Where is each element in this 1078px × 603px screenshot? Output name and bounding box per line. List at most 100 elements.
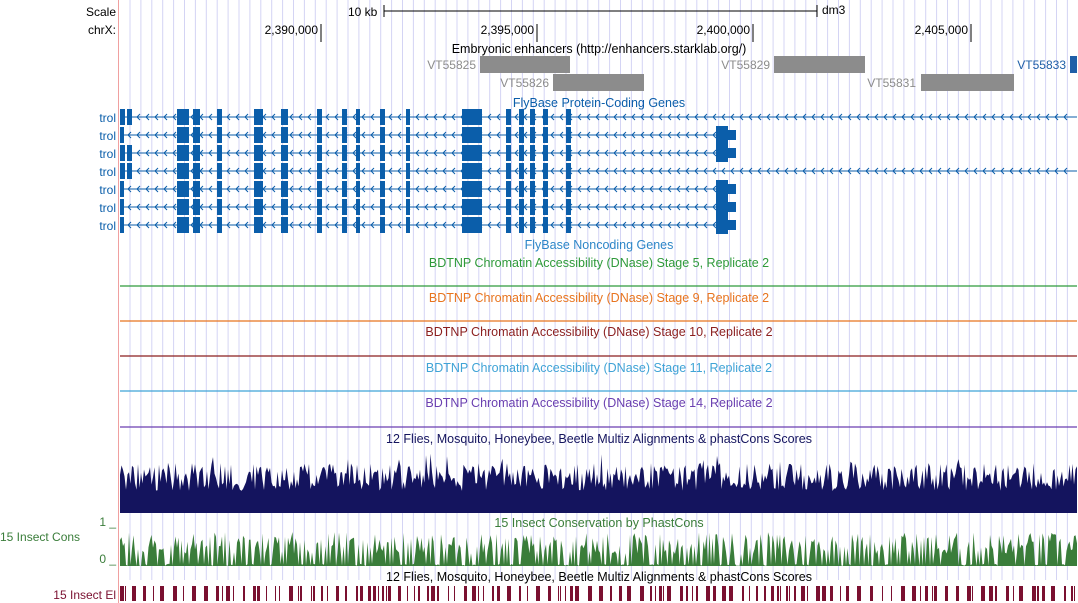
transcript-label[interactable]: trol	[99, 183, 116, 197]
strand-arrow	[289, 167, 294, 175]
gene-exon	[543, 127, 548, 143]
transcript-label[interactable]: trol	[99, 201, 116, 215]
gene-exon	[406, 199, 410, 215]
strand-arrow	[487, 131, 492, 139]
enhancer-label[interactable]: VT55826	[500, 76, 549, 90]
strand-arrow	[298, 185, 303, 193]
elements-track-title[interactable]: 12 Flies, Mosquito, Honeybee, Beetle Mul…	[386, 570, 812, 584]
gene-exon	[342, 199, 347, 215]
strand-arrow	[640, 113, 645, 121]
strand-arrow	[163, 113, 168, 121]
conserved-element	[153, 586, 154, 601]
strand-arrow	[865, 113, 870, 121]
dnase-track-title[interactable]: BDTNP Chromatin Accessibility (DNase) St…	[425, 325, 773, 339]
strand-arrow	[451, 167, 456, 175]
enhancer-label[interactable]: VT55829	[721, 58, 770, 72]
gene-utr	[728, 202, 736, 212]
gene-exon	[530, 199, 535, 215]
dnase-track-title[interactable]: BDTNP Chromatin Accessibility (DNase) St…	[425, 361, 773, 375]
dnase-track-title[interactable]: BDTNP Chromatin Accessibility (DNase) St…	[428, 256, 770, 270]
strand-arrow	[172, 149, 177, 157]
enhancer-label[interactable]: VT55825	[427, 58, 476, 72]
conserved-element	[560, 586, 561, 601]
strand-arrow	[775, 113, 780, 121]
phastcons-track-title[interactable]: 15 Insect Conservation by PhastCons	[494, 516, 704, 530]
transcript-label[interactable]: trol	[99, 129, 116, 143]
gene-track-title[interactable]: FlyBase Protein-Coding Genes	[512, 96, 686, 110]
gene-exon	[406, 181, 410, 197]
strand-arrow	[586, 221, 591, 229]
conserved-element	[764, 586, 766, 601]
strand-arrow	[415, 185, 420, 193]
strand-arrow	[676, 113, 681, 121]
strand-arrow	[514, 113, 519, 121]
strand-arrow	[685, 113, 690, 121]
enhancer-label[interactable]: VT55831	[867, 76, 916, 90]
gene-exon	[380, 181, 385, 197]
strand-arrow	[757, 113, 762, 121]
strand-arrow	[577, 113, 582, 121]
enhancer-label[interactable]: VT55833	[1017, 58, 1066, 72]
gene-exon	[716, 126, 728, 144]
conserved-element	[981, 586, 985, 601]
noncoding-track-title[interactable]: FlyBase Noncoding Genes	[524, 238, 674, 252]
strand-arrow	[226, 203, 231, 211]
strand-arrow	[388, 113, 393, 121]
strand-arrow	[388, 185, 393, 193]
strand-arrow	[424, 185, 429, 193]
conserved-element	[120, 586, 124, 601]
enhancer-track-title[interactable]: Embryonic enhancers (http://enhancers.st…	[451, 42, 747, 56]
strand-arrow	[1000, 167, 1005, 175]
conserved-element	[378, 586, 379, 601]
strand-arrow	[739, 113, 744, 121]
phastcons-side-label[interactable]: 15 Insect Cons	[0, 530, 81, 544]
gene-exon	[406, 109, 410, 125]
strand-arrow	[271, 149, 276, 157]
transcript-label[interactable]: trol	[99, 111, 116, 125]
conserved-element	[454, 586, 455, 601]
strand-arrow	[334, 131, 339, 139]
strand-arrow	[307, 203, 312, 211]
strand-arrow	[856, 113, 861, 121]
strand-arrow	[307, 131, 312, 139]
multiz-track-title[interactable]: 12 Flies, Mosquito, Honeybee, Beetle Mul…	[386, 432, 812, 446]
conserved-element	[275, 586, 276, 601]
dnase-track-title[interactable]: BDTNP Chromatin Accessibility (DNase) St…	[425, 396, 773, 410]
gene-exon	[356, 217, 360, 233]
gene-exon	[380, 127, 385, 143]
strand-arrow	[397, 185, 402, 193]
transcript-label[interactable]: trol	[99, 219, 116, 233]
strand-arrow	[838, 167, 843, 175]
strand-arrow	[289, 185, 294, 193]
strand-arrow	[127, 203, 132, 211]
conserved-element	[945, 586, 948, 601]
strand-arrow	[244, 167, 249, 175]
strand-arrow	[154, 113, 159, 121]
gene-exon	[716, 198, 728, 216]
strand-arrow	[244, 185, 249, 193]
strand-arrow	[397, 131, 402, 139]
strand-arrow	[802, 167, 807, 175]
gene-exon	[519, 181, 524, 197]
strand-arrow	[622, 131, 627, 139]
strand-arrow	[586, 185, 591, 193]
strand-arrow	[577, 149, 582, 157]
strand-arrow	[334, 167, 339, 175]
strand-arrow	[766, 113, 771, 121]
conserved-element	[226, 586, 230, 601]
dnase-track-title[interactable]: BDTNP Chromatin Accessibility (DNase) St…	[428, 291, 770, 305]
conserved-element	[780, 586, 781, 601]
strand-arrow	[397, 221, 402, 229]
strand-arrow	[208, 185, 213, 193]
gene-exon	[566, 163, 571, 179]
strand-arrow	[577, 167, 582, 175]
strand-arrow	[685, 167, 690, 175]
elements-side-label[interactable]: 15 Insect El	[53, 588, 116, 602]
strand-arrow	[631, 131, 636, 139]
gene-exon	[462, 199, 482, 215]
transcript-label[interactable]: trol	[99, 147, 116, 161]
strand-arrow	[298, 167, 303, 175]
transcript-label[interactable]: trol	[99, 165, 116, 179]
